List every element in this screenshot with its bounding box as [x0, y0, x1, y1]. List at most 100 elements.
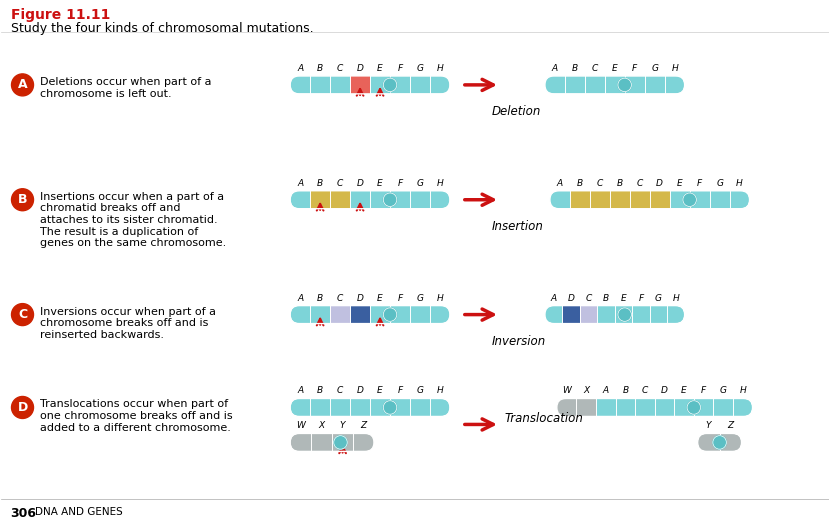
Bar — [562, 305, 580, 324]
Text: B: B — [317, 179, 323, 188]
Text: C: C — [337, 64, 344, 73]
Text: G: G — [720, 387, 727, 396]
Circle shape — [12, 397, 33, 419]
Bar — [630, 191, 650, 209]
Text: E: E — [621, 293, 627, 302]
Text: DNA AND GENES: DNA AND GENES — [36, 507, 123, 517]
Text: W: W — [562, 387, 571, 396]
Text: X: X — [319, 421, 325, 430]
Text: Deletion: Deletion — [492, 105, 541, 118]
Text: D: D — [357, 64, 364, 73]
Text: A: A — [603, 387, 609, 396]
Text: 306: 306 — [11, 507, 37, 520]
Circle shape — [713, 435, 726, 449]
Text: Study the four kinds of chromosomal mutations.: Study the four kinds of chromosomal muta… — [11, 22, 313, 35]
Text: F: F — [398, 64, 403, 73]
Text: E: E — [377, 64, 383, 73]
Text: C: C — [642, 387, 648, 396]
Circle shape — [687, 401, 701, 414]
Text: C: C — [597, 179, 603, 188]
Text: H: H — [671, 64, 678, 73]
Text: H: H — [740, 387, 746, 396]
Text: F: F — [638, 293, 643, 302]
Text: W: W — [296, 421, 305, 430]
Text: Inversion: Inversion — [492, 334, 546, 347]
Text: F: F — [398, 387, 403, 396]
Text: Inversions occur when part of a
chromosome breaks off and is
reinserted backward: Inversions occur when part of a chromoso… — [41, 307, 217, 340]
FancyBboxPatch shape — [557, 398, 753, 417]
Text: F: F — [398, 179, 403, 188]
Text: Insertion: Insertion — [492, 220, 544, 233]
Bar — [330, 305, 350, 324]
Text: Y: Y — [339, 421, 345, 430]
Text: G: G — [655, 293, 662, 302]
Text: H: H — [437, 293, 443, 302]
Text: A: A — [297, 64, 303, 73]
Text: C: C — [337, 179, 344, 188]
Text: G: G — [417, 64, 423, 73]
Text: G: G — [652, 64, 658, 73]
Bar — [350, 76, 370, 94]
Text: B: B — [603, 293, 609, 302]
Text: D: D — [568, 293, 574, 302]
Text: D: D — [357, 293, 364, 302]
Text: G: G — [417, 387, 423, 396]
Bar — [650, 191, 670, 209]
Text: H: H — [437, 387, 443, 396]
Text: C: C — [585, 293, 592, 302]
Text: C: C — [337, 293, 344, 302]
Text: Translocations occur when part of
one chromosome breaks off and is
added to a di: Translocations occur when part of one ch… — [41, 399, 233, 433]
Bar — [310, 191, 330, 209]
FancyBboxPatch shape — [290, 76, 450, 94]
Text: E: E — [612, 64, 618, 73]
Text: G: G — [417, 179, 423, 188]
Text: F: F — [632, 64, 637, 73]
Text: Figure 11.11: Figure 11.11 — [11, 8, 110, 22]
Text: A: A — [297, 387, 303, 396]
Text: B: B — [622, 387, 628, 396]
Text: F: F — [697, 179, 702, 188]
Text: A: A — [552, 64, 558, 73]
Text: D: D — [661, 387, 668, 396]
Text: F: F — [398, 293, 403, 302]
Circle shape — [12, 189, 33, 211]
Text: B: B — [317, 387, 323, 396]
Text: E: E — [377, 179, 383, 188]
Bar — [350, 305, 370, 324]
FancyBboxPatch shape — [544, 305, 685, 324]
FancyBboxPatch shape — [290, 433, 374, 451]
Text: H: H — [437, 64, 443, 73]
Circle shape — [12, 74, 33, 96]
Text: B: B — [317, 293, 323, 302]
Circle shape — [383, 78, 397, 92]
Text: H: H — [736, 179, 743, 188]
Text: Deletions occur when part of a
chromosome is left out.: Deletions occur when part of a chromosom… — [41, 77, 212, 99]
Text: D: D — [357, 179, 364, 188]
Bar — [590, 191, 610, 209]
Text: G: G — [716, 179, 723, 188]
Text: H: H — [437, 179, 443, 188]
Text: B: B — [317, 64, 323, 73]
Text: B: B — [17, 193, 27, 206]
Text: A: A — [557, 179, 563, 188]
Text: Insertions occur when a part of a
chromatid breaks off and
attaches to its siste: Insertions occur when a part of a chroma… — [41, 192, 227, 248]
Text: D: D — [657, 179, 663, 188]
Text: A: A — [297, 293, 303, 302]
Bar — [576, 398, 596, 417]
Text: Translocation: Translocation — [505, 412, 583, 425]
Bar — [557, 398, 576, 417]
Text: B: B — [617, 179, 622, 188]
Text: Y: Y — [706, 421, 711, 430]
FancyBboxPatch shape — [549, 191, 749, 209]
Text: A: A — [17, 79, 27, 91]
Circle shape — [12, 303, 33, 325]
Text: E: E — [676, 179, 682, 188]
Circle shape — [683, 193, 696, 206]
Text: A: A — [297, 179, 303, 188]
Bar — [570, 191, 590, 209]
Text: C: C — [637, 179, 642, 188]
Text: F: F — [701, 387, 706, 396]
FancyBboxPatch shape — [290, 191, 450, 209]
Text: B: B — [572, 64, 578, 73]
Text: C: C — [18, 308, 27, 321]
